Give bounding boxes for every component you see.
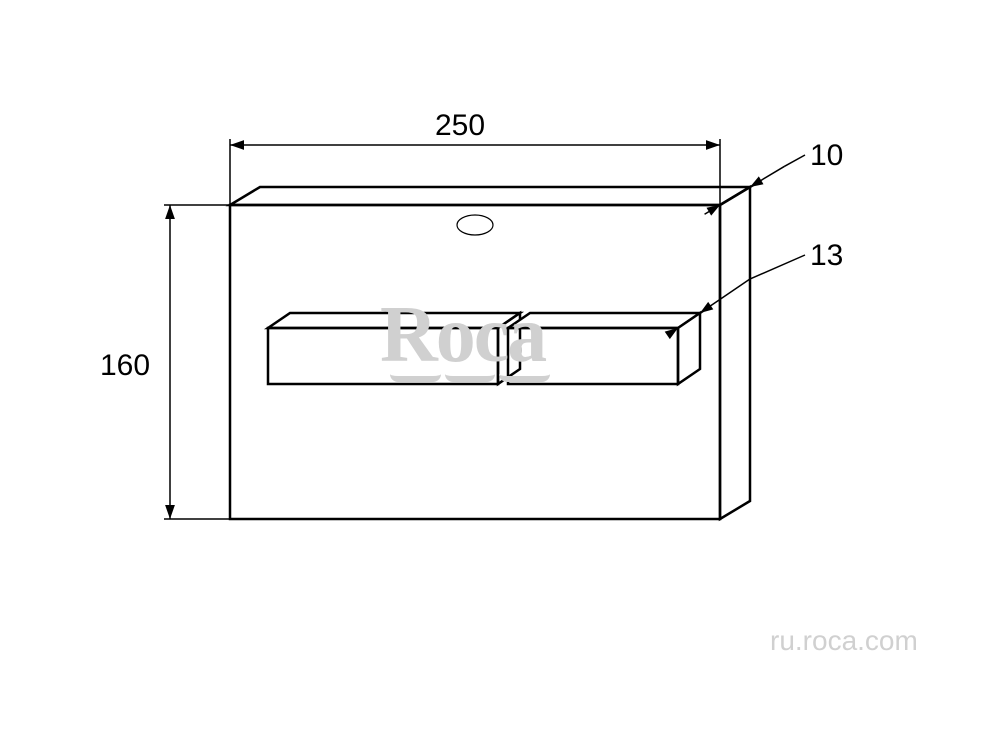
dimension-depth-plate: 10	[705, 139, 844, 216]
dimension-width: 250	[230, 109, 720, 205]
technical-drawing: 250 160 10 13	[0, 0, 1000, 750]
brand-badge	[457, 215, 493, 235]
dimension-height: 160	[100, 205, 230, 519]
dimension-width-label: 250	[435, 109, 485, 142]
flush-button-large	[268, 313, 520, 384]
dimension-height-label: 160	[100, 349, 150, 382]
dimension-depth-button-label: 13	[810, 239, 843, 272]
flush-plate	[230, 187, 750, 519]
flush-button-small	[508, 313, 700, 384]
dimension-depth-plate-label: 10	[810, 139, 843, 172]
